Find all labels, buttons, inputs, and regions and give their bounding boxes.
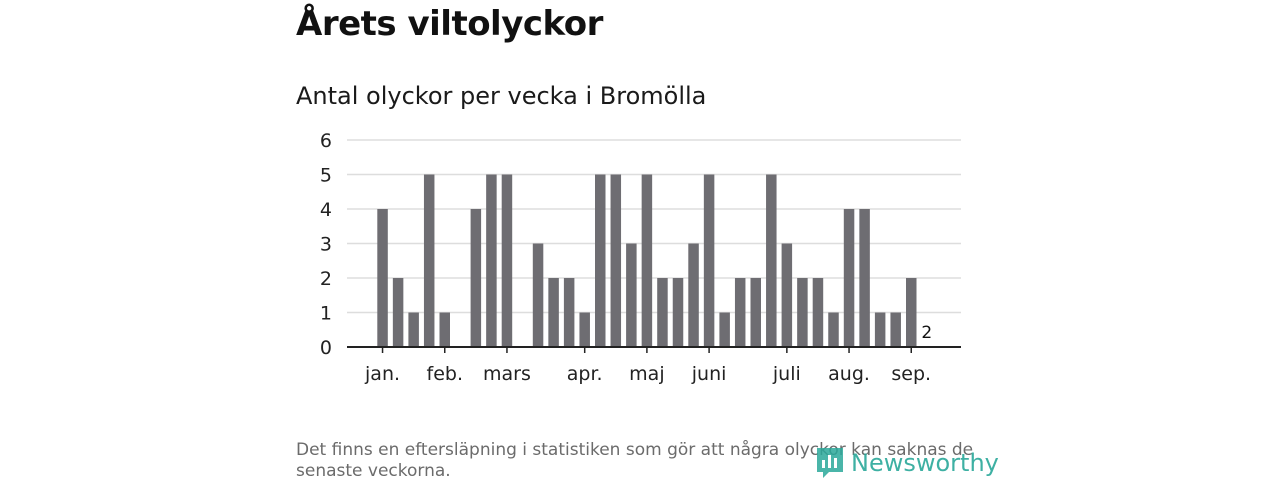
bar <box>595 174 606 347</box>
bar <box>501 174 513 347</box>
bar <box>470 209 482 347</box>
y-tick-label: 6 <box>320 130 332 152</box>
x-tick-label: apr. <box>567 363 603 385</box>
chart-subtitle: Antal olyckor per vecka i Bromölla <box>296 82 707 110</box>
bar <box>719 312 730 347</box>
newsworthy-logo-icon <box>817 448 843 478</box>
bar <box>377 209 388 347</box>
x-tick-label: feb. <box>427 363 463 385</box>
bar <box>688 243 699 347</box>
bar-value-label: 2 <box>921 323 932 343</box>
bar-chart: 0 1 2 3 4 5 6 2 jan. feb. mars apr. maj juni juli aug. s… <box>320 130 961 385</box>
bar <box>812 278 824 347</box>
bar <box>610 174 622 347</box>
x-tick-label: mars <box>483 363 531 385</box>
bar <box>906 278 917 347</box>
bar <box>548 278 559 347</box>
bar <box>486 174 497 347</box>
bar <box>532 243 544 347</box>
bar <box>874 312 886 347</box>
y-tick-label: 1 <box>320 303 332 325</box>
bar <box>408 312 419 347</box>
bar <box>781 243 793 347</box>
bar <box>657 278 668 347</box>
y-tick-label: 5 <box>320 165 332 187</box>
x-tick-label: jan. <box>364 363 400 385</box>
bar <box>766 174 777 347</box>
x-tick-label: aug. <box>828 363 870 385</box>
brand-name: Newsworthy <box>851 449 999 477</box>
bar <box>797 278 808 347</box>
brand-logo: Newsworthy <box>815 445 999 481</box>
bar <box>750 278 761 347</box>
bar <box>703 174 715 347</box>
y-tick-label: 0 <box>320 337 332 359</box>
bar <box>563 278 575 347</box>
bar <box>579 312 590 347</box>
chart-title: Årets viltolyckor <box>296 4 603 44</box>
bar <box>843 209 855 347</box>
y-tick-label: 3 <box>320 234 332 256</box>
bar <box>439 312 450 347</box>
y-tick-label: 4 <box>320 199 332 221</box>
footnote: Det finns en eftersläpning i statistiken… <box>296 440 974 481</box>
bar <box>423 174 435 347</box>
x-tick-label: juli <box>772 363 801 385</box>
x-tick-label: juni <box>691 363 727 385</box>
bar <box>626 243 637 347</box>
bar <box>859 209 870 347</box>
bar <box>734 278 746 347</box>
x-tick-label: sep. <box>891 363 931 385</box>
bar <box>890 312 901 347</box>
x-tick-label: maj <box>629 363 664 385</box>
bar <box>392 278 404 347</box>
y-tick-label: 2 <box>320 268 332 290</box>
bar <box>828 312 839 347</box>
bar <box>641 174 653 347</box>
bar <box>672 278 684 347</box>
